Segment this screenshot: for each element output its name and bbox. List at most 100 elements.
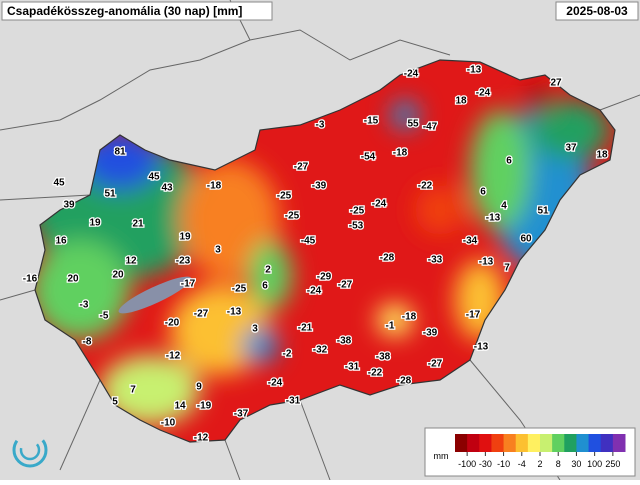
legend-tick-label: 8 xyxy=(556,459,561,469)
station-value: 19 xyxy=(89,218,101,229)
station-value: -21 xyxy=(298,323,313,334)
legend-swatch xyxy=(588,434,602,452)
legend-swatch xyxy=(515,434,529,452)
station-value: 45 xyxy=(148,172,160,183)
station-value: -13 xyxy=(467,65,482,76)
station-value: 9 xyxy=(196,382,202,393)
station-value: 4 xyxy=(501,201,507,212)
station-value: -13 xyxy=(474,342,489,353)
station-value: -13 xyxy=(486,213,501,224)
station-value: -24 xyxy=(307,286,322,297)
station-value: 2 xyxy=(265,265,271,276)
title: Csapadékösszeg-anomália (30 nap) [mm] xyxy=(7,4,242,18)
station-value: -45 xyxy=(301,236,316,247)
station-value: -3 xyxy=(316,120,325,131)
station-value: -18 xyxy=(393,148,408,159)
station-value: 14 xyxy=(174,401,186,412)
station-value: -18 xyxy=(207,181,222,192)
legend-tick-label: 250 xyxy=(605,459,620,469)
legend-tick-label: 30 xyxy=(571,459,581,469)
legend-swatch xyxy=(479,434,492,452)
station-value: -47 xyxy=(423,122,438,133)
station-value: 43 xyxy=(161,183,173,194)
station-value: 20 xyxy=(112,270,124,281)
station-value: -13 xyxy=(227,307,242,318)
legend-swatch xyxy=(600,434,614,452)
station-value: 6 xyxy=(480,187,486,198)
station-value: -17 xyxy=(466,310,481,321)
legend-tick-label: -30 xyxy=(479,459,492,469)
legend-swatch xyxy=(491,434,505,452)
station-value: 21 xyxy=(132,219,144,230)
station-value: -38 xyxy=(337,336,352,347)
station-value: 6 xyxy=(262,281,268,292)
station-value: -39 xyxy=(423,328,438,339)
station-value: 20 xyxy=(67,274,79,285)
date: 2025-08-03 xyxy=(566,4,628,18)
station-value: -12 xyxy=(194,433,209,444)
station-value: 81 xyxy=(114,147,126,158)
station-value: -37 xyxy=(234,409,249,420)
station-value: -2 xyxy=(283,349,292,360)
legend: -100 -30 -10 -4 2 8 30 100 250 xyxy=(455,434,626,469)
station-value: 18 xyxy=(455,96,467,107)
station-value: 51 xyxy=(104,189,116,200)
station-value: -33 xyxy=(428,255,443,266)
station-value: 51 xyxy=(537,206,549,217)
station-value: -8 xyxy=(83,337,92,348)
station-value: -23 xyxy=(176,256,191,267)
station-value: 6 xyxy=(506,156,512,167)
legend-swatch xyxy=(503,434,517,452)
station-value: -25 xyxy=(285,211,300,222)
station-value: -25 xyxy=(350,206,365,217)
station-value: -28 xyxy=(397,376,412,387)
title-box xyxy=(1,1,273,21)
station-value: -31 xyxy=(286,396,301,407)
station-value: 16 xyxy=(55,236,67,247)
station-value: -24 xyxy=(476,88,491,99)
legend-swatch xyxy=(564,434,577,452)
station-value: -24 xyxy=(372,199,387,210)
station-value: -28 xyxy=(380,253,395,264)
station-value: 3 xyxy=(252,324,258,335)
station-value: -3 xyxy=(80,300,89,311)
station-value: -25 xyxy=(277,191,292,202)
legend-tick-label: -4 xyxy=(518,459,526,469)
station-value: -5 xyxy=(100,311,109,322)
legend-swatch xyxy=(455,434,468,452)
legend-swatch xyxy=(527,434,541,452)
station-value: 7 xyxy=(130,385,136,396)
station-value: 12 xyxy=(125,256,137,267)
station-value: -27 xyxy=(294,162,309,173)
station-value: -19 xyxy=(197,401,212,412)
station-value: -31 xyxy=(345,362,360,373)
station-value: 5 xyxy=(112,397,118,408)
station-value: -22 xyxy=(418,181,433,192)
station-value: -1 xyxy=(386,321,395,332)
station-value: -34 xyxy=(463,236,478,247)
station-value: -39 xyxy=(312,181,327,192)
station-value: -53 xyxy=(349,221,364,232)
legend-swatch xyxy=(540,434,553,452)
legend-tick-label: -10 xyxy=(497,459,510,469)
station-value: 3 xyxy=(215,245,221,256)
station-value: 27 xyxy=(550,78,562,89)
station-value: -15 xyxy=(364,116,379,127)
legend-swatch xyxy=(552,434,565,452)
station-value: -10 xyxy=(161,418,176,429)
station-value: 19 xyxy=(179,232,191,243)
legend-tick-label: 2 xyxy=(537,459,542,469)
station-value: -24 xyxy=(268,378,283,389)
station-value: -18 xyxy=(402,312,417,323)
station-value: 18 xyxy=(596,150,608,161)
station-value: -20 xyxy=(165,318,180,329)
station-value: 7 xyxy=(504,263,510,274)
station-value: -12 xyxy=(166,351,181,362)
station-value: -54 xyxy=(361,152,376,163)
station-value: -24 xyxy=(404,69,419,80)
station-value: -32 xyxy=(313,345,328,356)
station-value: 37 xyxy=(565,143,577,154)
legend-unit: mm xyxy=(434,451,449,461)
legend-tick-label: -100 xyxy=(458,459,476,469)
